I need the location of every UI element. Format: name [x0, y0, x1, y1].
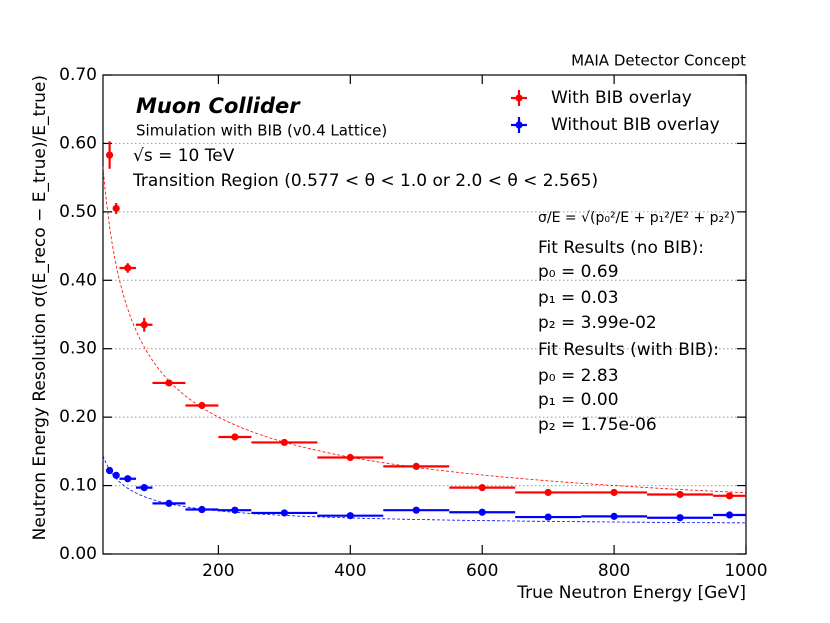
marker: [725, 492, 734, 500]
y-tick-label: 0.00: [59, 544, 97, 564]
marker: [198, 505, 206, 514]
marker: [140, 484, 148, 492]
x-tick-label: 800: [598, 561, 630, 581]
marker: [105, 466, 114, 475]
marker: [412, 462, 420, 471]
marker: [544, 513, 552, 521]
y-tick-label: 0.20: [59, 407, 97, 427]
marker: [280, 438, 288, 447]
marker: [165, 499, 173, 507]
y-axis-label: Neutron Energy Resolution σ((E_reco − E_…: [30, 75, 50, 540]
marker: [112, 471, 120, 479]
marker: [140, 321, 148, 329]
marker: [412, 506, 420, 514]
marker: [124, 475, 132, 483]
marker: [112, 204, 120, 213]
marker: [610, 488, 618, 497]
marker: [676, 514, 684, 522]
y-tick-label: 0.10: [59, 476, 97, 496]
y-tick-label: 0.60: [59, 133, 97, 153]
x-axis-label: True Neutron Energy [GeV]: [516, 583, 746, 603]
marker: [346, 512, 354, 520]
marker: [478, 508, 486, 516]
marker: [544, 488, 552, 497]
annotation: Fit Results (no BIB):: [538, 238, 704, 258]
energy-label: √s = 10 TeV: [133, 146, 235, 166]
marker: [165, 379, 173, 387]
annotation: p₂ = 1.75e-06: [538, 415, 657, 435]
marker: [478, 484, 486, 492]
annotation: p₀ = 2.83: [538, 366, 619, 386]
annotation: p₁ = 0.03: [538, 288, 619, 308]
marker: [610, 512, 618, 520]
marker: [198, 401, 206, 410]
y-tick-label: 0.70: [59, 65, 97, 85]
chart-title: Muon Collider: [136, 94, 301, 118]
marker: [725, 511, 734, 519]
legend-marker: [515, 94, 523, 102]
marker: [676, 490, 684, 499]
legend-label: With BIB overlay: [551, 88, 692, 108]
y-tick-label: 0.50: [59, 202, 97, 222]
y-tick-label: 0.30: [59, 339, 97, 359]
x-tick-label: 200: [202, 561, 234, 581]
marker: [346, 453, 354, 462]
header: MAIA Detector Concept: [571, 52, 746, 70]
annotation: p₀ = 0.69: [538, 262, 619, 282]
marker: [280, 509, 288, 517]
marker: [105, 151, 114, 159]
annotation: p₂ = 3.99e-02: [538, 313, 657, 333]
x-tick-label: 600: [466, 561, 498, 581]
fit-curve: [102, 166, 746, 494]
annotation: Fit Results (with BIB):: [538, 340, 719, 360]
marker: [231, 433, 239, 441]
annotation: p₁ = 0.00: [538, 390, 619, 410]
annotation: σ/E = √(p₀²/E + p₁²/E² + p₂²): [538, 210, 735, 226]
x-tick-label: 1000: [724, 561, 767, 581]
x-tick-label: 400: [334, 561, 366, 581]
legend-marker: [515, 121, 523, 129]
y-tick-label: 0.40: [59, 270, 97, 290]
marker: [231, 506, 239, 514]
marker: [124, 264, 132, 272]
region-label: Transition Region (0.577 < θ < 1.0 or 2.…: [132, 171, 598, 191]
legend-label: Without BIB overlay: [551, 115, 720, 135]
plot-frame: [102, 74, 747, 555]
subtitle: Simulation with BIB (v0.4 Lattice): [136, 122, 387, 140]
